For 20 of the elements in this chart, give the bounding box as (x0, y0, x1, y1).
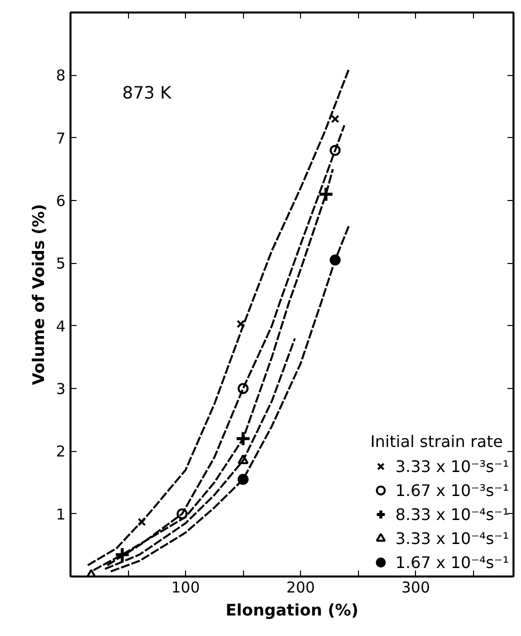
x-tick-label: 300 (401, 578, 430, 596)
x-axis-title: Elongation (%) (226, 600, 358, 620)
legend-label: 1.67 x 10⁻⁴s⁻¹ (395, 552, 509, 572)
legend-title: Initial strain rate (370, 432, 504, 451)
legend-label: 8.33 x 10⁻⁴s⁻¹ (395, 504, 509, 524)
y-tick-label: 1 (56, 505, 66, 524)
y-axis-title: Volume of Voids (%) (28, 204, 48, 386)
legend-label: 3.33 x 10⁻³s⁻¹ (395, 456, 509, 476)
y-tick-label: 6 (56, 192, 66, 210)
x-tick-label: 200 (286, 578, 315, 596)
y-tick-label: 3 (56, 380, 66, 398)
annotation: 873 K (122, 83, 172, 104)
y-tick-label: 7 (56, 129, 66, 148)
y-tick-label: 2 (56, 442, 66, 461)
legend-label: 3.33 x 10⁻⁴s⁻¹ (395, 528, 509, 548)
y-tick-label: 8 (56, 66, 66, 85)
x-tick-label: 100 (171, 578, 200, 596)
y-tick-label: 4 (56, 317, 66, 336)
legend-label: 1.67 x 10⁻³s⁻¹ (395, 480, 509, 500)
y-tick-label: 5 (56, 254, 66, 273)
